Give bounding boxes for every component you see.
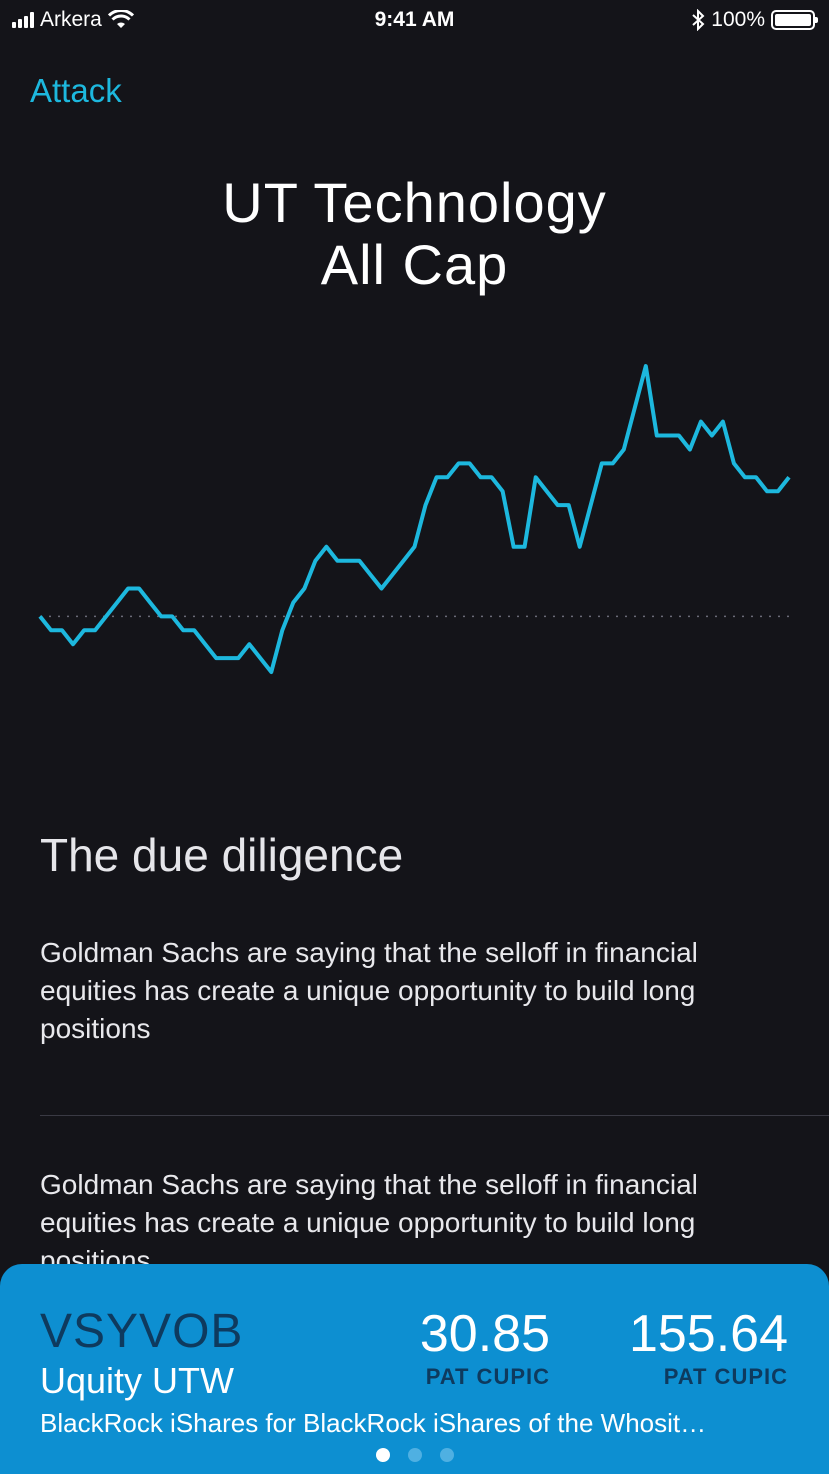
fund-name: Uquity UTW [40, 1360, 235, 1401]
page-dot[interactable] [439, 1448, 454, 1462]
battery-icon [771, 10, 818, 30]
article-paragraph: Goldman Sachs are saying that the sellof… [40, 937, 698, 1044]
metric-2: 155.64 PAT CUPIC [588, 1306, 788, 1390]
article-paragraph: Goldman Sachs are saying that the sellof… [40, 1169, 698, 1276]
page-title: UT Technology All Cap [0, 172, 829, 296]
status-left: Arkera [12, 8, 134, 32]
divider [40, 1115, 829, 1116]
page-dot[interactable] [375, 1448, 390, 1462]
page-dot[interactable] [407, 1448, 422, 1462]
status-bar: Arkera 9:41 AM 100% [0, 0, 829, 42]
metric-value: 30.85 [419, 1305, 550, 1363]
wifi-icon [107, 10, 134, 28]
price-chart [0, 340, 829, 700]
metric-label: PAT CUPIC [663, 1364, 788, 1389]
fund-ticker: VSYVOB [40, 1305, 244, 1358]
series-line [38, 364, 791, 674]
signal-icon [12, 12, 34, 28]
price-chart-svg [38, 364, 791, 674]
section-title: The due diligence [40, 829, 404, 881]
carrier-label: Arkera [40, 8, 102, 31]
page-title-line1: UT Technology [222, 171, 607, 234]
metric-1: 30.85 PAT CUPIC [350, 1306, 550, 1390]
clock: 9:41 AM [374, 8, 455, 31]
status-right: 100% [691, 8, 818, 32]
fund-card[interactable]: VSYVOB Uquity UTW 30.85 PAT CUPIC 155.64… [0, 1264, 829, 1474]
page-indicator[interactable] [0, 1448, 829, 1462]
metric-label: PAT CUPIC [425, 1364, 550, 1389]
metric-value: 155.64 [628, 1305, 788, 1363]
battery-percent: 100% [711, 8, 765, 31]
page-title-line2: All Cap [320, 233, 509, 296]
fund-description: BlackRock iShares for BlackRock iShares … [40, 1408, 707, 1438]
back-button[interactable]: Attack [30, 72, 122, 109]
bluetooth-icon [692, 9, 705, 31]
